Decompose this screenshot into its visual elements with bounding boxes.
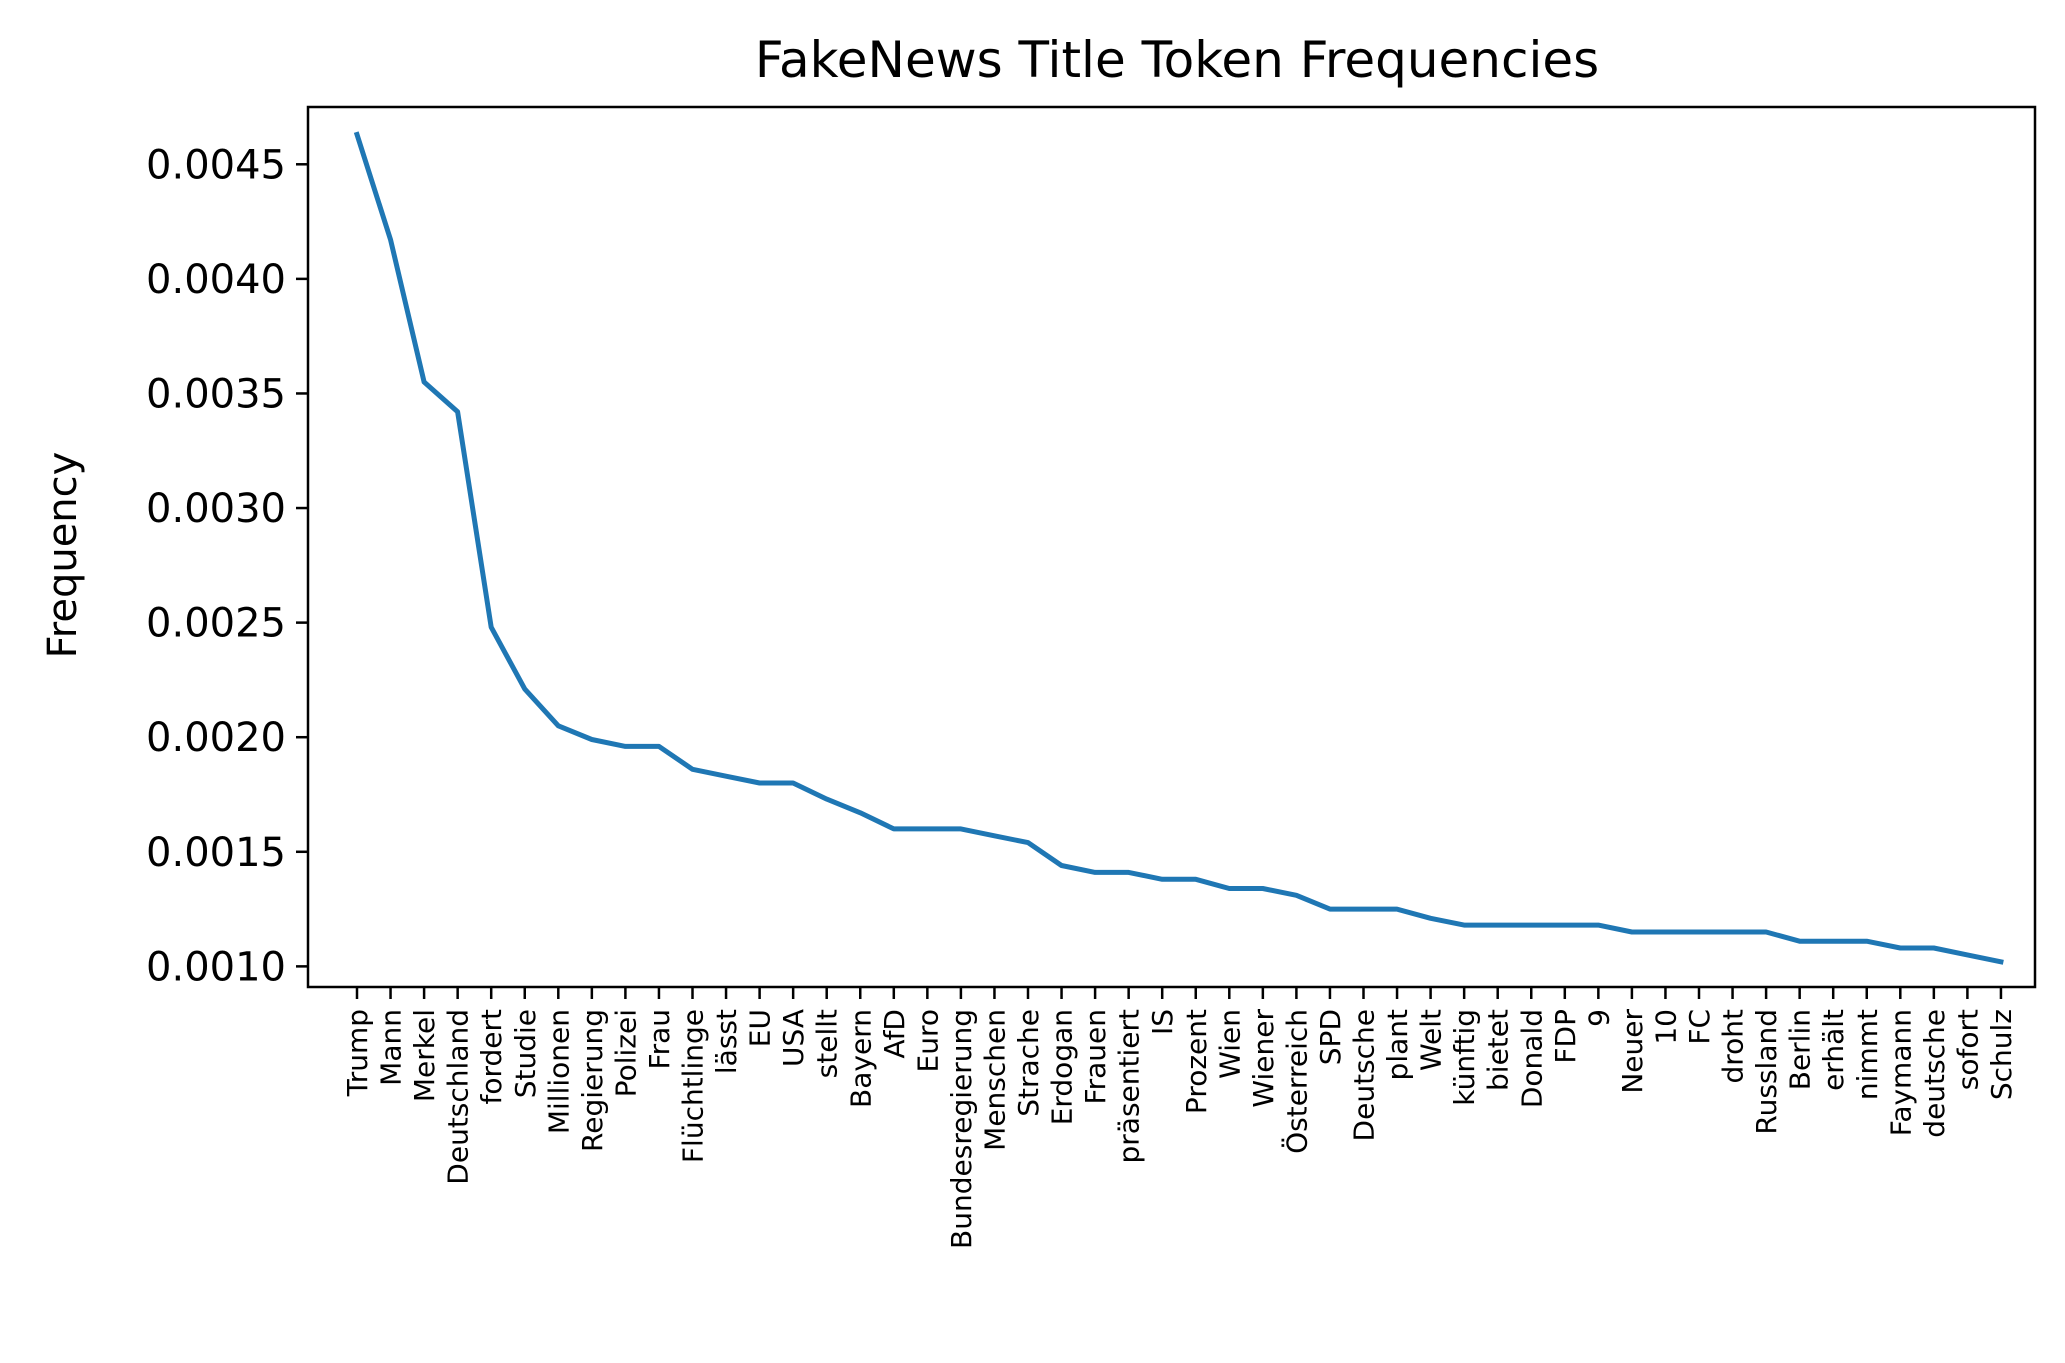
x-tick-label: Bayern (844, 1009, 877, 1108)
y-tick-label: 0.0040 (146, 257, 286, 303)
x-tick-label: nimmt (1851, 1009, 1884, 1100)
y-tick-label: 0.0045 (146, 142, 286, 188)
plot-frame (306, 105, 2037, 989)
x-tick-label: Regierung (576, 1009, 609, 1152)
x-tick-label: SPD (1314, 1009, 1347, 1065)
x-tick-label: fordert (475, 1009, 508, 1105)
x-tick-label: Faymann (1884, 1009, 1917, 1136)
x-tick-label: deutsche (1918, 1009, 1951, 1138)
x-tick-label: Wien (1213, 1009, 1246, 1079)
x-tick-label: Frau (643, 1009, 676, 1069)
y-tick-label: 0.0025 (146, 601, 286, 647)
chart-title: FakeNews Title Token Frequencies (755, 31, 1599, 89)
x-tick-label: Bundesregierung (945, 1009, 978, 1249)
x-tick-label: Schulz (1985, 1009, 2018, 1100)
y-axis-label: Frequency (40, 452, 86, 659)
x-tick-label: droht (1717, 1009, 1750, 1084)
y-tick-label: 0.0010 (146, 944, 286, 990)
x-tick-label: künftig (1448, 1009, 1481, 1106)
x-tick-label: AfD (878, 1009, 911, 1059)
y-tick-label: 0.0035 (146, 371, 286, 417)
x-tick-label: Frauen (1079, 1009, 1112, 1104)
x-tick-label: erhält (1817, 1009, 1850, 1091)
x-tick-label: Studie (509, 1009, 542, 1098)
x-tick-label: Erdogan (1046, 1009, 1079, 1125)
x-tick-label: EU (744, 1009, 777, 1047)
frequency-series-line (353, 131, 2004, 965)
x-tick-label: Flüchtlinge (677, 1009, 710, 1163)
x-tick-label: Donald (1515, 1009, 1548, 1108)
x-tick-label: FDP (1549, 1009, 1582, 1064)
x-tick-label: Österreich (1279, 1009, 1313, 1154)
x-tick-label: Strache (1012, 1009, 1045, 1117)
x-tick-label: IS (1146, 1009, 1179, 1035)
x-tick-label: plant (1381, 1009, 1414, 1080)
x-tick-label: Prozent (1180, 1009, 1213, 1114)
x-axis: Trump Mann Merkel Deutschland fordert Studie M… (341, 987, 2018, 1249)
x-tick-label: Deutschland (442, 1009, 475, 1185)
y-tick-label: 0.0015 (146, 830, 286, 876)
x-tick-label: Trump (341, 1009, 374, 1097)
x-tick-label: Neuer (1616, 1009, 1649, 1094)
x-tick-label: stellt (811, 1009, 844, 1078)
x-tick-label: Mann (375, 1009, 408, 1086)
x-tick-label: USA (777, 1009, 810, 1067)
x-tick-label: 9 (1582, 1009, 1615, 1027)
x-tick-label: Deutsche (1348, 1009, 1381, 1141)
x-tick-label: Russland (1750, 1009, 1783, 1135)
x-tick-label: Berlin (1784, 1009, 1817, 1090)
x-tick-label: präsentiert (1113, 1009, 1146, 1164)
x-tick-label: Menschen (978, 1009, 1011, 1151)
x-tick-label: Millionen (542, 1009, 575, 1134)
x-tick-label: 10 (1649, 1009, 1682, 1045)
x-tick-label: bietet (1482, 1009, 1515, 1091)
y-tick-label: 0.0030 (146, 486, 286, 532)
x-tick-label: Wiener (1247, 1009, 1280, 1108)
x-tick-label: lässt (710, 1009, 743, 1074)
y-tick-label: 0.0020 (146, 715, 286, 761)
x-tick-label: Welt (1415, 1009, 1448, 1071)
x-tick-label: Euro (911, 1009, 944, 1072)
x-tick-label: Merkel (408, 1009, 441, 1102)
x-tick-label: Polizei (609, 1009, 642, 1097)
x-tick-label: sofort (1951, 1009, 1984, 1090)
x-tick-label: FC (1683, 1009, 1716, 1045)
y-axis: 0.0010 0.0015 0.0020 0.0025 0.0030 0.0035 0.00… (146, 142, 308, 990)
